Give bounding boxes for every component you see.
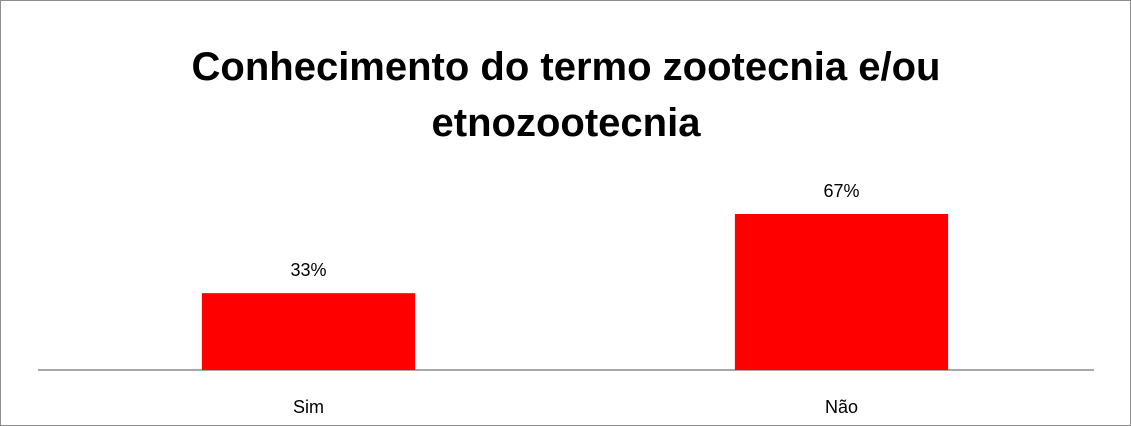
bar	[734, 214, 949, 370]
chart-title: Conhecimento do termo zootecnia e/ou etn…	[191, 45, 941, 145]
value-label: 67%	[823, 181, 859, 201]
x-tick-label: Sim	[293, 397, 324, 417]
x-tick-label: Não	[825, 397, 858, 417]
bar	[201, 293, 416, 370]
value-label: 33%	[290, 260, 326, 280]
